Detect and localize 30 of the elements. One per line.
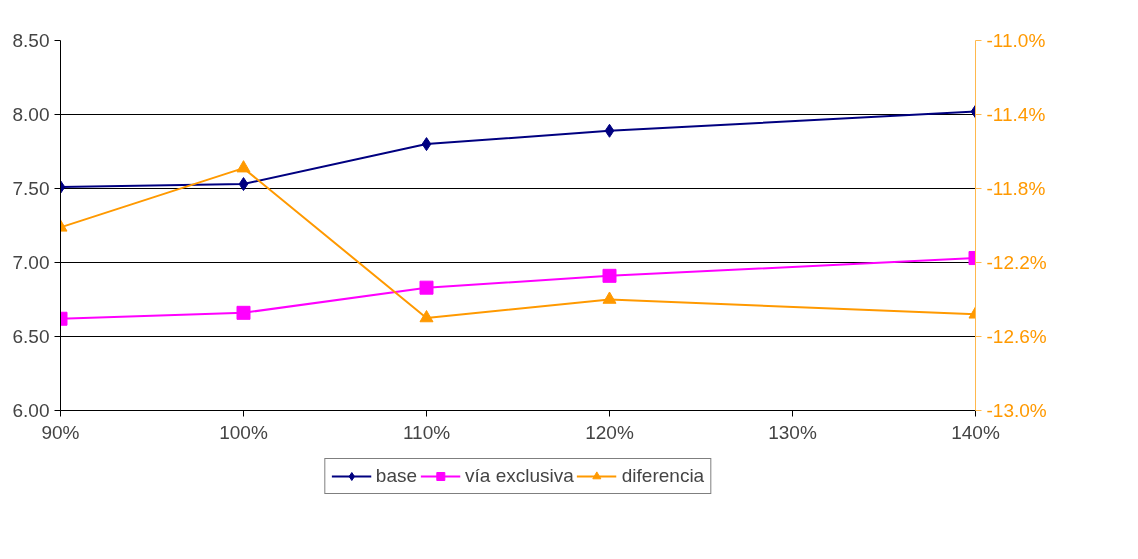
- y2-tick-label: -13.0%: [986, 400, 1047, 421]
- point: [238, 177, 249, 192]
- y-tick-label: 7.00: [12, 252, 50, 273]
- x-tick-label: 120%: [585, 421, 634, 443]
- x-tick-label: 90%: [41, 421, 80, 443]
- x-tick-label: 130%: [768, 421, 817, 443]
- x-tick-label: 110%: [402, 421, 451, 443]
- y-tick-label: 6.50: [12, 326, 50, 347]
- y-tick-label: 7.50: [12, 178, 50, 199]
- point: [236, 305, 251, 320]
- legend-label: vía exclusiva: [465, 465, 574, 487]
- y-tick-label: 8.00: [12, 104, 50, 125]
- point: [602, 268, 617, 283]
- point: [421, 137, 432, 152]
- y2-tick-label: -11.4%: [986, 104, 1046, 125]
- x-tick-label: 140%: [951, 421, 1000, 443]
- x-tick-label: 100%: [219, 421, 268, 443]
- y2-tick-label: -12.6%: [986, 326, 1047, 347]
- y2-tick-label: -11.0%: [986, 30, 1046, 51]
- legend-label: diferencia: [621, 465, 705, 487]
- point: [604, 123, 615, 138]
- y-tick-label: 6.00: [12, 400, 50, 421]
- y2-tick-label: -11.8%: [986, 178, 1046, 199]
- y2-tick-label: -12.2%: [986, 252, 1047, 273]
- point: [236, 160, 251, 173]
- point: [419, 309, 434, 323]
- y-tick-label: 8.50: [12, 30, 50, 51]
- point: [602, 291, 617, 304]
- point: [419, 280, 434, 295]
- legend-label: base: [375, 465, 418, 487]
